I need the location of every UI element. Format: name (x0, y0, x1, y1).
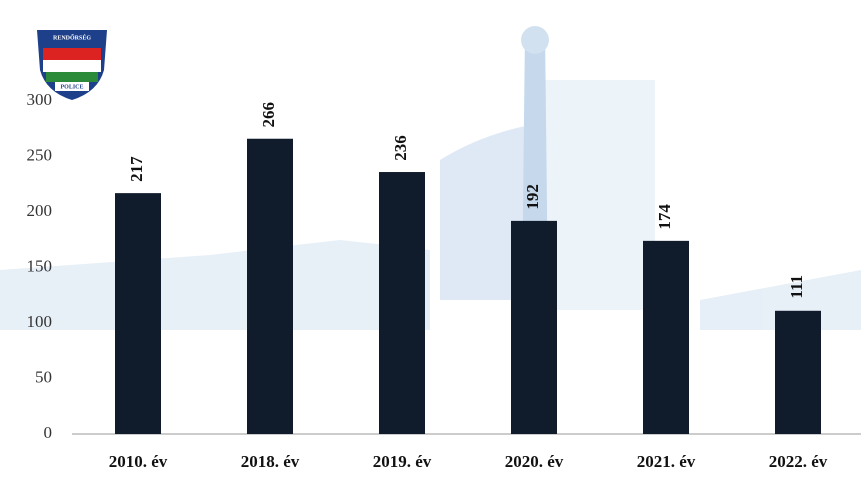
x-tick-label: 2018. év (241, 452, 300, 471)
value-label: 111 (787, 275, 806, 299)
x-tick-label: 2021. év (637, 452, 696, 471)
bar (379, 172, 425, 435)
y-tick-label: 250 (27, 145, 53, 164)
bar (115, 193, 161, 434)
value-label: 266 (259, 102, 278, 128)
value-label: 217 (127, 156, 146, 182)
y-tick-label: 100 (27, 312, 53, 331)
y-tick-label: 0 (44, 423, 53, 442)
bar (511, 220, 557, 434)
police-badge: RENDŐRSÉG POLICE (37, 30, 107, 100)
x-tick-label: 2010. év (109, 452, 168, 471)
x-tick-label: 2020. év (505, 452, 564, 471)
value-label: 236 (391, 135, 410, 161)
x-tick-label: 2019. év (373, 452, 432, 471)
value-label: 174 (655, 204, 674, 230)
badge-label: POLICE (60, 84, 83, 90)
y-tick-label: 200 (27, 201, 53, 220)
bar (247, 138, 293, 435)
value-label: 192 (523, 184, 542, 210)
bar (775, 310, 821, 434)
background-building (0, 26, 861, 330)
badge-title: RENDŐRSÉG (53, 33, 91, 41)
y-tick-label: 150 (27, 256, 53, 275)
y-tick-label: 300 (27, 90, 53, 109)
bar (643, 240, 689, 434)
y-tick-label: 50 (35, 367, 52, 386)
x-tick-label: 2022. év (769, 452, 828, 471)
